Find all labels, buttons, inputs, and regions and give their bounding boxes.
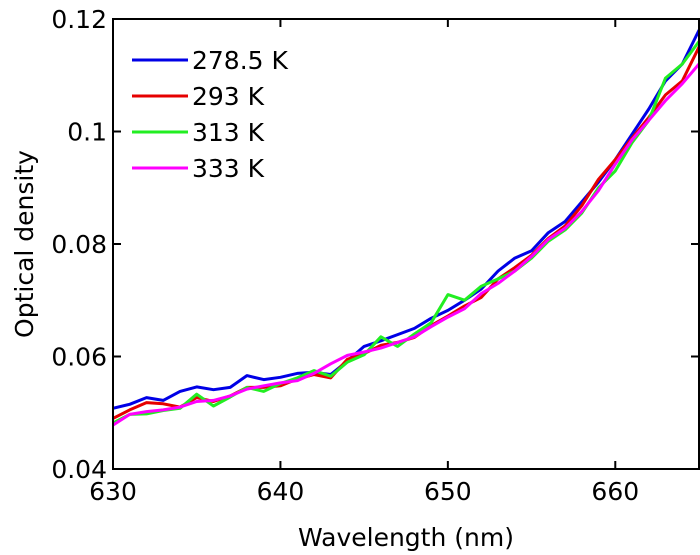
axes-layer: 630 640 650 660 0.04 0.06 0.08 0.1 0.12 bbox=[51, 5, 700, 506]
legend-label-278-5-k: 278.5 K bbox=[192, 46, 289, 75]
y-tick-label: 0.04 bbox=[51, 455, 107, 484]
legend: 278.5 K 293 K 313 K 333 K bbox=[132, 46, 289, 183]
series-layer bbox=[113, 28, 699, 427]
x-tick-label: 640 bbox=[257, 477, 305, 506]
y-axis-label: Optical density bbox=[10, 150, 39, 338]
y-tick-label: 0.08 bbox=[51, 230, 107, 259]
x-tick-label: 660 bbox=[591, 477, 639, 506]
plot-background bbox=[113, 19, 699, 469]
x-tick-label: 630 bbox=[89, 477, 137, 506]
legend-label-313-k: 313 K bbox=[192, 118, 265, 147]
series-line-333-k bbox=[113, 62, 699, 427]
plot-area bbox=[113, 19, 699, 469]
y-tick-label: 0.1 bbox=[67, 118, 107, 147]
series-line-278-5-k bbox=[113, 28, 699, 410]
x-tick-label: 650 bbox=[424, 477, 472, 506]
x-axis-label: Wavelength (nm) bbox=[298, 523, 514, 552]
y-tick-label: 0.12 bbox=[51, 5, 107, 34]
legend-label-293-k: 293 K bbox=[192, 82, 265, 111]
legend-label-333-k: 333 K bbox=[192, 154, 265, 183]
y-tick-label: 0.06 bbox=[51, 343, 107, 372]
